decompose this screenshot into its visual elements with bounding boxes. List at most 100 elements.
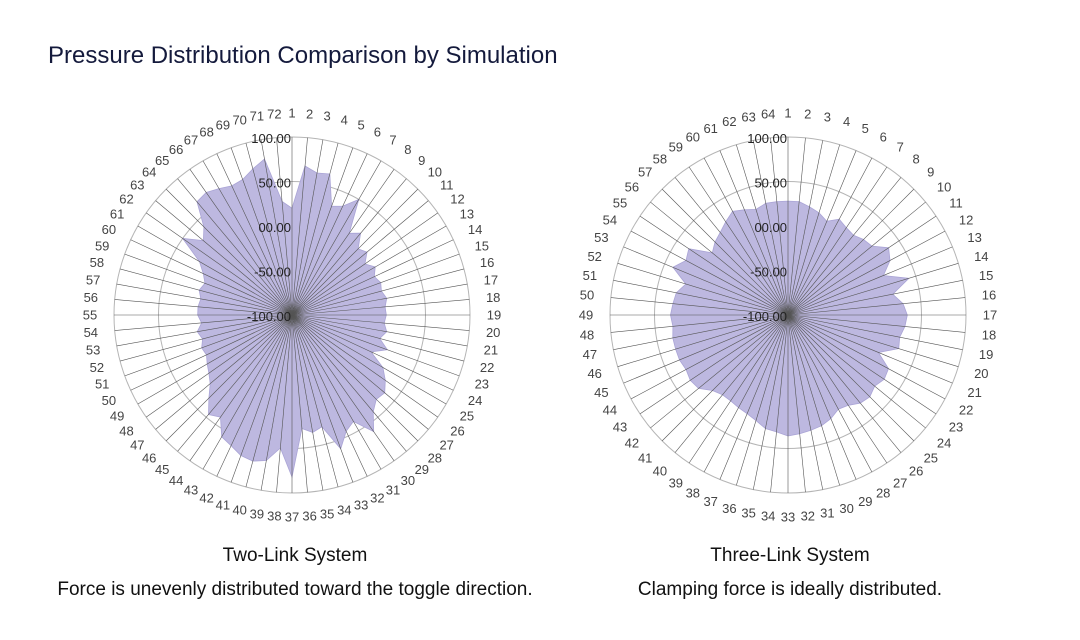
axis-label: 60 xyxy=(102,222,116,237)
spoke xyxy=(752,314,789,490)
axis-label: 54 xyxy=(603,212,617,227)
spoke xyxy=(674,314,789,453)
spoke xyxy=(114,299,293,316)
axis-label: 24 xyxy=(468,393,482,408)
axis-label: 72 xyxy=(267,106,281,121)
axis-label: 28 xyxy=(428,450,442,465)
axis-label: 52 xyxy=(90,360,104,375)
axis-label: 20 xyxy=(486,325,500,340)
spoke xyxy=(291,314,382,470)
tick-label: -100.00 xyxy=(743,309,787,324)
axis-label: 56 xyxy=(84,290,98,305)
spoke xyxy=(130,239,293,316)
spoke xyxy=(291,212,438,316)
axis-label: 45 xyxy=(594,385,608,400)
spoke xyxy=(752,140,789,316)
axis-label: 24 xyxy=(937,436,951,451)
spoke xyxy=(630,314,789,400)
spoke xyxy=(617,263,789,316)
spoke xyxy=(216,314,293,477)
axis-label: 37 xyxy=(285,510,299,525)
axis-label: 2 xyxy=(306,106,313,121)
axis-label: 4 xyxy=(843,114,850,129)
spoke xyxy=(613,314,789,351)
spoke xyxy=(787,314,963,351)
axis-label: 43 xyxy=(184,482,198,497)
axis-label: 40 xyxy=(232,503,246,518)
axis-label: 62 xyxy=(722,114,736,129)
spoke xyxy=(230,314,293,483)
axis-label: 64 xyxy=(142,165,156,180)
spoke xyxy=(623,246,789,316)
axis-label: 38 xyxy=(267,509,281,524)
spoke xyxy=(119,268,293,316)
axis-label: 50 xyxy=(580,288,594,303)
right-chart-caption: Clamping force is ideally distributed. xyxy=(637,579,943,600)
axis-label: 44 xyxy=(603,403,617,418)
axis-label: 55 xyxy=(83,308,97,323)
axis-label: 12 xyxy=(959,212,973,227)
axis-label: 6 xyxy=(374,124,381,139)
axis-label: 23 xyxy=(949,420,963,435)
axis-label: 48 xyxy=(580,327,594,342)
spoke xyxy=(613,279,789,316)
axis-label: 27 xyxy=(439,437,453,452)
axis-label: 32 xyxy=(801,509,815,524)
spoke xyxy=(787,314,959,367)
axis-label: 36 xyxy=(302,509,316,524)
spoke xyxy=(189,169,293,316)
spoke xyxy=(787,314,946,400)
axis-label: 36 xyxy=(722,501,736,516)
axis-label: 13 xyxy=(967,230,981,245)
spoke xyxy=(291,299,470,316)
axis-label: 71 xyxy=(250,109,264,124)
axis-label: 37 xyxy=(703,494,717,509)
spoke xyxy=(291,314,354,483)
spoke xyxy=(770,314,789,493)
spoke xyxy=(276,137,293,316)
spoke xyxy=(155,314,293,430)
axis-label: 42 xyxy=(199,491,213,506)
spoke xyxy=(787,314,902,453)
axis-label: 19 xyxy=(979,347,993,362)
axis-label: 26 xyxy=(450,423,464,438)
axis-label: 1 xyxy=(288,106,295,121)
spoke xyxy=(189,314,293,461)
spoke xyxy=(787,263,959,316)
spoke xyxy=(787,314,840,486)
spoke xyxy=(787,314,824,490)
axis-label: 44 xyxy=(169,473,183,488)
axis-label: 56 xyxy=(625,179,639,194)
spoke xyxy=(245,142,293,316)
axis-label: 27 xyxy=(893,476,907,491)
axis-label: 46 xyxy=(142,450,156,465)
axis-label: 30 xyxy=(401,473,415,488)
axis-label: 28 xyxy=(876,486,890,501)
axis-label: 40 xyxy=(653,464,667,479)
axis-label: 54 xyxy=(84,325,98,340)
axis-label: 18 xyxy=(982,327,996,342)
spoke xyxy=(291,188,419,316)
spoke xyxy=(291,314,447,405)
spoke xyxy=(124,314,293,377)
spoke xyxy=(787,314,926,429)
spoke xyxy=(260,314,293,491)
axis-label: 64 xyxy=(761,107,775,122)
axis-label: 35 xyxy=(320,506,334,521)
spoke xyxy=(787,150,857,316)
axis-label: 29 xyxy=(415,462,429,477)
axis-label: 57 xyxy=(86,272,100,287)
axis-label: 9 xyxy=(418,153,425,168)
axis-label: 22 xyxy=(480,360,494,375)
axis-label: 46 xyxy=(587,366,601,381)
spoke xyxy=(177,314,293,452)
spoke xyxy=(230,147,293,316)
axis-label: 14 xyxy=(468,222,482,237)
spoke xyxy=(736,314,789,486)
axis-label: 11 xyxy=(440,178,454,193)
spoke xyxy=(119,314,293,362)
axis-label: 8 xyxy=(912,151,919,166)
spoke xyxy=(688,166,789,316)
axis-label: 6 xyxy=(880,129,887,144)
